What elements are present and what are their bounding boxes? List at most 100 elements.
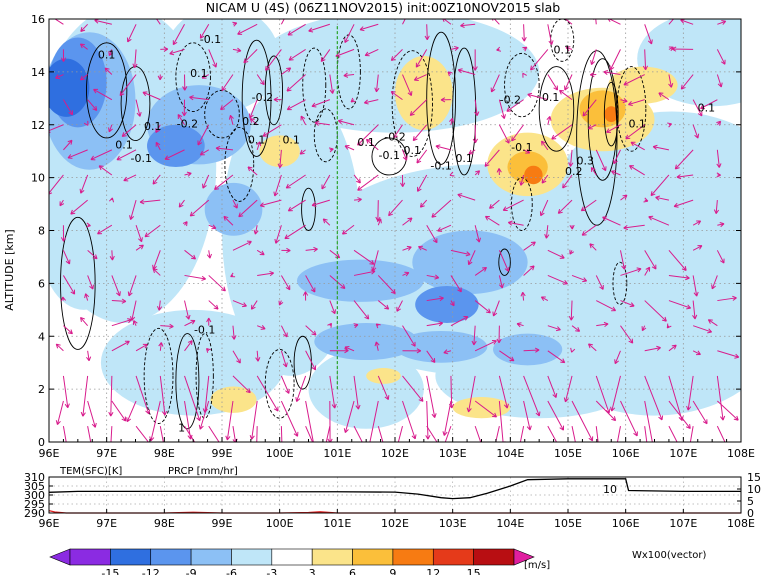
wind-vector bbox=[300, 115, 307, 125]
wind-vector bbox=[357, 174, 379, 191]
contour-15 bbox=[603, 82, 619, 147]
surface-right-tick-label: 0 bbox=[747, 507, 754, 520]
contour-label: -0.2 bbox=[177, 117, 198, 130]
contour-label: 0.1 bbox=[404, 144, 422, 157]
wind-vector bbox=[426, 321, 444, 327]
surface-x-tick-label: 105E bbox=[554, 517, 582, 530]
wind-vector bbox=[450, 275, 462, 293]
wind-vector bbox=[305, 325, 317, 336]
surface-x-tick-label: 99E bbox=[212, 517, 233, 530]
wind-vector bbox=[208, 425, 220, 442]
contour-20 bbox=[195, 333, 214, 419]
surface-right-tick-label: 5 bbox=[747, 495, 754, 508]
wind-vector bbox=[498, 275, 505, 289]
wind-vector bbox=[716, 425, 726, 442]
wind-vector bbox=[90, 149, 113, 161]
wind-vector bbox=[571, 274, 588, 283]
wind-vector bbox=[610, 375, 621, 412]
wind-vector bbox=[182, 221, 188, 227]
colorbar-swatch bbox=[271, 548, 313, 566]
wind-vector bbox=[98, 165, 113, 176]
contour-label: 0.1 bbox=[115, 139, 133, 152]
wind-vector bbox=[457, 68, 476, 76]
colorbar-tick-label: 15 bbox=[467, 567, 481, 575]
contour-label: 0.1 bbox=[357, 136, 375, 149]
wind-vector bbox=[426, 375, 437, 418]
wind-vector bbox=[265, 49, 282, 71]
wind-vector bbox=[460, 22, 476, 28]
wind-vector bbox=[221, 74, 234, 92]
wind-vector bbox=[716, 172, 721, 178]
y-tick-label: 2 bbox=[38, 383, 45, 396]
contour-27 bbox=[511, 177, 533, 231]
wind-vector bbox=[716, 250, 725, 264]
contour-13 bbox=[576, 50, 618, 226]
wind-vector bbox=[108, 375, 114, 417]
wind-vector bbox=[359, 23, 379, 32]
wind-vector bbox=[489, 199, 500, 209]
wind-vector bbox=[377, 300, 390, 310]
wind-vector bbox=[474, 339, 497, 352]
wind-vector bbox=[93, 88, 113, 101]
wind-vector bbox=[418, 245, 427, 251]
wind-vector bbox=[337, 119, 355, 126]
wind-vector bbox=[611, 170, 621, 176]
wind-vector bbox=[280, 325, 288, 338]
surface-right-tick-label: 15 bbox=[747, 471, 761, 484]
wind-vector bbox=[468, 149, 476, 155]
wind-vector bbox=[523, 265, 535, 276]
wind-vector bbox=[450, 45, 459, 52]
wind-vector bbox=[249, 118, 258, 126]
wind-vector bbox=[259, 199, 282, 208]
wind-vector bbox=[668, 344, 677, 352]
wind-vector bbox=[644, 400, 653, 442]
contour-label: 0.1 bbox=[628, 117, 646, 130]
wind-vector bbox=[177, 114, 185, 126]
wind-vector bbox=[353, 249, 375, 265]
wind-vector bbox=[67, 149, 88, 159]
wind-vector bbox=[142, 91, 161, 101]
x-tick-label: 101E bbox=[323, 447, 351, 460]
wind-vector bbox=[447, 71, 453, 77]
wind-vector bbox=[184, 400, 193, 440]
wind-vector bbox=[184, 249, 197, 260]
wind-vector bbox=[713, 200, 720, 215]
wind-vector bbox=[278, 300, 284, 306]
wind-vector bbox=[449, 171, 455, 177]
wind-vector bbox=[527, 92, 548, 101]
wind-vector bbox=[287, 23, 306, 36]
wind-vector bbox=[620, 300, 635, 308]
wind-vector bbox=[623, 74, 645, 86]
wind-vector bbox=[153, 19, 161, 25]
wind-vector bbox=[149, 400, 161, 442]
wind-vector bbox=[189, 199, 210, 217]
wind-vector bbox=[716, 49, 726, 65]
wind-vector bbox=[256, 74, 265, 86]
wind-vector bbox=[496, 46, 502, 52]
wind-vector bbox=[86, 350, 92, 362]
wind-vector bbox=[671, 46, 694, 52]
wind-vector bbox=[546, 116, 552, 125]
wind-vector bbox=[569, 224, 575, 230]
contour-labels: 0.1-0.10.1-0.2-0.2 0.20.10.1 0.10.1-0.1-0.… bbox=[98, 33, 715, 435]
wind-vector bbox=[502, 199, 524, 211]
wind-vector bbox=[474, 225, 481, 243]
wind-vector bbox=[571, 426, 576, 442]
wind-vector bbox=[668, 250, 687, 271]
shade-region-10 bbox=[308, 349, 424, 429]
wind-vector bbox=[557, 199, 573, 214]
wind-vector bbox=[160, 323, 174, 329]
contour-25 bbox=[313, 108, 338, 163]
wind-vector bbox=[277, 149, 283, 169]
wind-vector bbox=[59, 199, 65, 207]
wind-vector bbox=[109, 250, 115, 261]
wind-vector bbox=[521, 24, 527, 42]
wind-vector bbox=[159, 426, 164, 442]
wind-vector bbox=[595, 375, 611, 414]
contour-17 bbox=[60, 216, 96, 350]
colorbar-swatch bbox=[69, 548, 111, 566]
wind-vector bbox=[523, 375, 541, 417]
wind-vector bbox=[530, 49, 549, 71]
wind-vector bbox=[523, 148, 531, 154]
